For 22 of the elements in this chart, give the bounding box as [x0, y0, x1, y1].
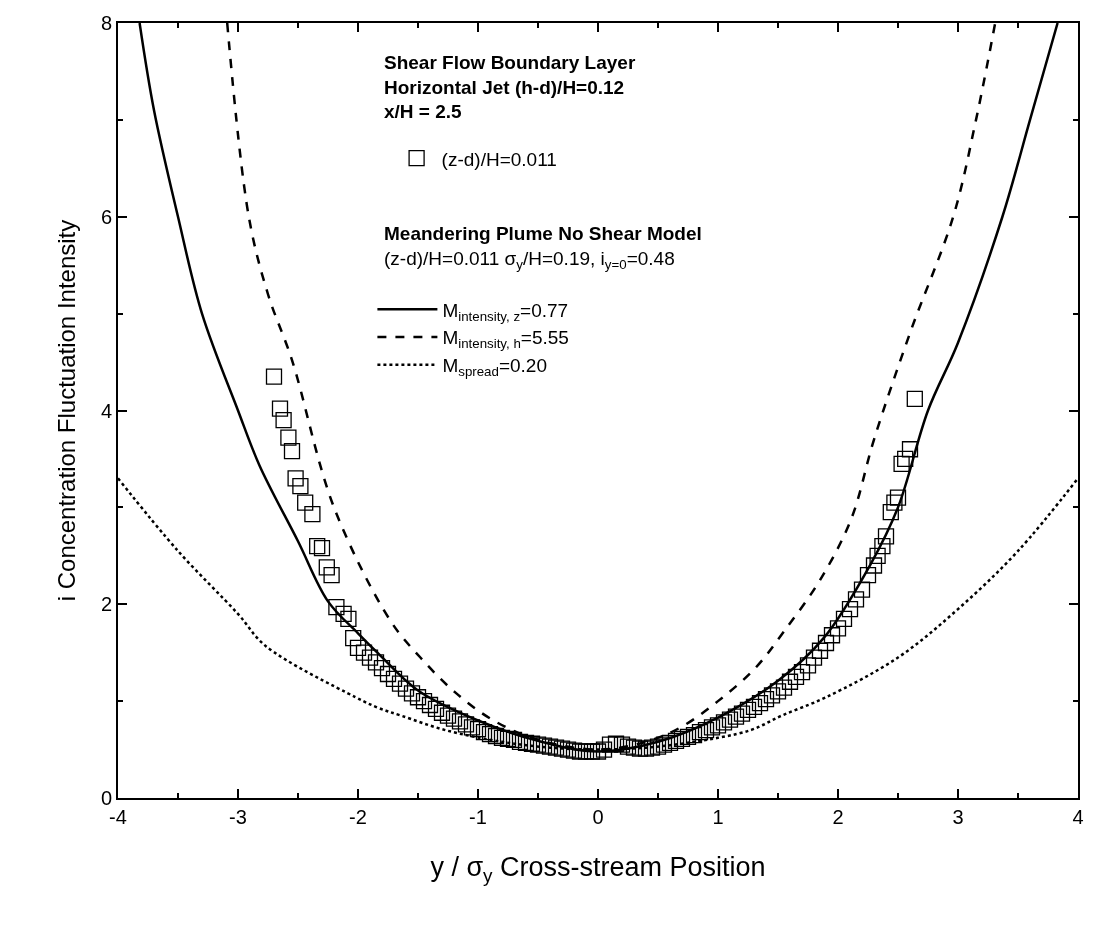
x-tick-label: -3 [229, 806, 247, 828]
y-tick-label: 6 [100, 205, 112, 228]
x-tick-label: 3 [952, 806, 964, 828]
x-axis-title: y / σ$_{y}$ Cross-stream Position [430, 851, 766, 886]
y-tick-label: 2 [100, 593, 112, 616]
x-tick-label: 1 [712, 806, 724, 828]
x-tick-label: -4 [109, 806, 127, 828]
x-tick-label: 4 [1072, 806, 1084, 828]
legend-label: M$_{intensity, z}$=0.77 [442, 299, 569, 324]
y-axis-title: i Concentration Fluctuation Intensity [53, 219, 81, 602]
annotation: Shear Flow Boundary Layer Horizontal Jet (h-d)/H=0.12 x/H = 2.5 [384, 52, 636, 123]
legend-label: M$_{spread}$=0.20 [442, 355, 547, 380]
legend-label: (z-d)/H=0.011 [441, 148, 557, 170]
x-tick-label: 0 [592, 806, 604, 828]
y-tick-label: 0 [100, 787, 112, 809]
y-tick-label: 8 [100, 12, 112, 34]
x-tick-label: -1 [469, 806, 487, 828]
legend-label: M$_{intensity, h}$=5.55 [442, 327, 569, 352]
annotation: Meandering Plume No Shear Model (z-d)/H=0.011 σ$_{y}$/H=0.19, i$_{y=0}$=0.48 [384, 223, 702, 272]
y-tick-label: 4 [100, 399, 112, 422]
x-tick-label: -2 [349, 806, 367, 828]
x-tick-label: 2 [832, 806, 844, 828]
